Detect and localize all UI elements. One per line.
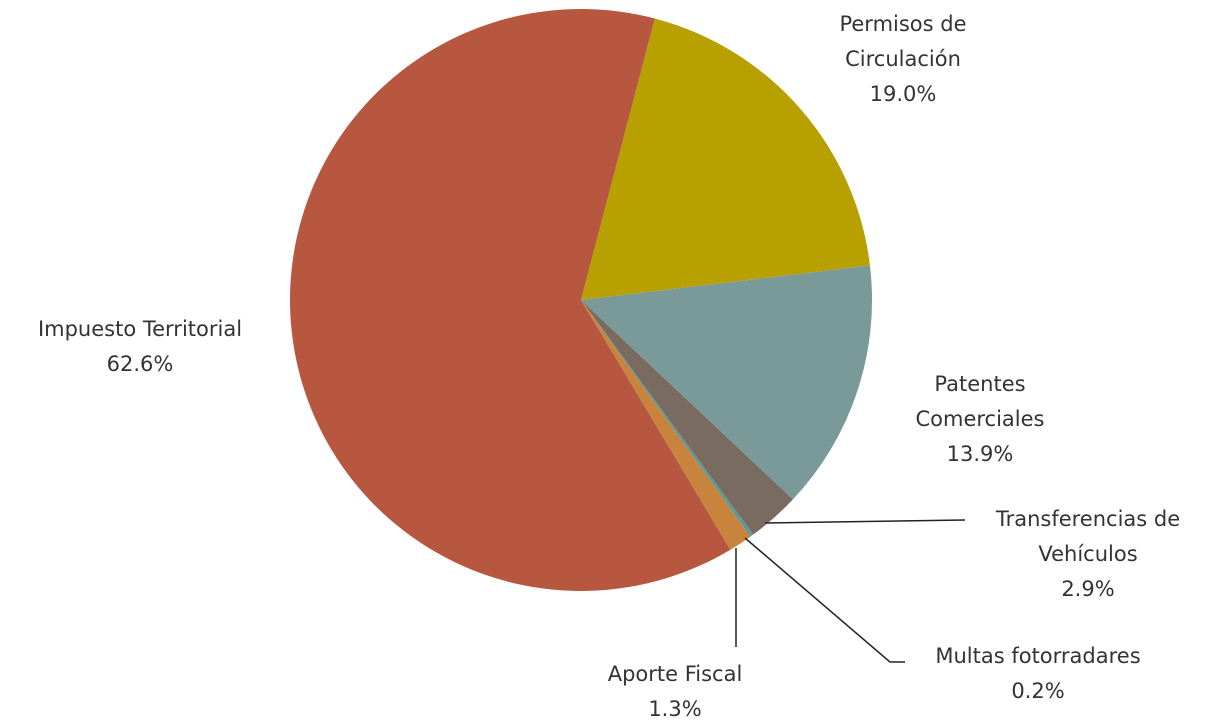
slice <box>581 300 793 535</box>
category: Aporte Fiscal <box>607 662 743 686</box>
pie <box>290 8 872 592</box>
slice <box>581 300 751 550</box>
category: Multas fotorradares <box>935 644 1141 668</box>
value-label: 62.6% <box>106 352 174 376</box>
category: Permisos de Circulación <box>839 12 967 71</box>
slice <box>290 8 731 592</box>
leader-line <box>764 519 966 524</box>
value-label: 1.3% <box>648 697 702 721</box>
slice <box>581 18 870 300</box>
value-label: 2.9% <box>1061 577 1115 601</box>
slice <box>581 300 754 537</box>
leader-line <box>744 537 905 663</box>
value-label: 13.9% <box>946 442 1014 466</box>
slice-label: Patentes Comerciales 13.9% <box>890 367 1070 472</box>
value-label: 0.2% <box>1011 679 1065 703</box>
category: Transferencias de Vehículos <box>995 507 1181 566</box>
leaders <box>735 519 966 663</box>
slice-label: Aporte Fiscal 1.3% <box>565 657 785 727</box>
slice-label: Permisos de Circulación 19.0% <box>818 7 988 112</box>
slice-label: Transferencias de Vehículos 2.9% <box>963 502 1210 607</box>
slice-label: Impuesto Territorial 62.6% <box>0 312 280 382</box>
category: Patentes Comerciales <box>915 372 1045 431</box>
value-label: 19.0% <box>869 82 937 106</box>
slice-label: Multas fotorradares 0.2% <box>898 639 1178 709</box>
category: Impuesto Territorial <box>37 317 243 341</box>
slice <box>581 265 872 500</box>
